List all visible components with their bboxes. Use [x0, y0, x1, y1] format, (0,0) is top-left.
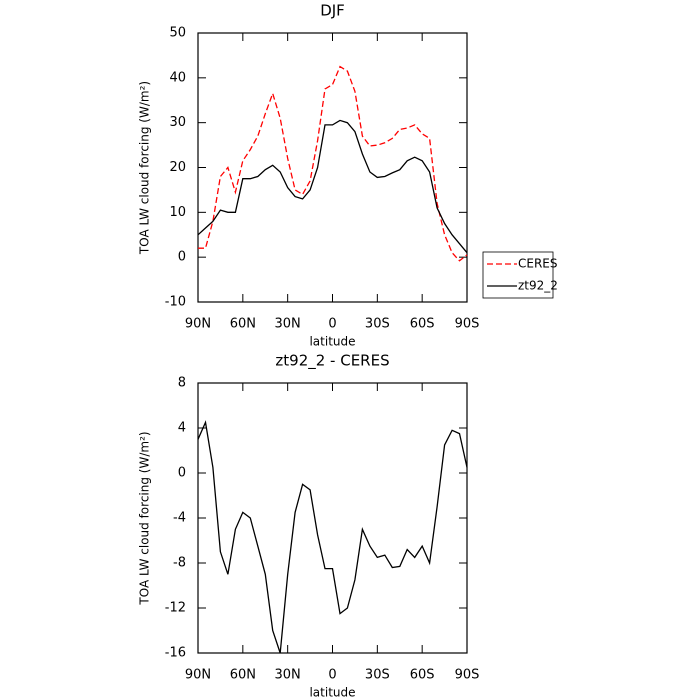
x-tick-label: 0 — [328, 317, 336, 332]
legend-label: zt92_2 — [518, 279, 558, 293]
x-tick-label: 30N — [275, 668, 301, 683]
y-tick-label: 20 — [169, 160, 186, 175]
y-tick-label: 8 — [178, 376, 186, 391]
data-line — [198, 65, 468, 262]
x-tick-label: 90S — [455, 317, 480, 332]
x-tick-label: 30S — [365, 317, 390, 332]
plot-frame — [197, 382, 468, 654]
x-tick-label: 60N — [230, 668, 256, 683]
x-tick-label: 60S — [410, 317, 435, 332]
legend-label: CERES — [518, 257, 558, 271]
y-axis-label: TOA LW cloud forcing (W/m²) — [138, 431, 152, 605]
chart-title: DJF — [320, 2, 345, 20]
x-tick-label: 90S — [455, 668, 480, 683]
y-tick-label: -12 — [165, 601, 186, 616]
y-tick-label: 4 — [178, 421, 186, 436]
x-tick-label: 60N — [230, 317, 256, 332]
y-tick-label: 10 — [169, 205, 186, 220]
y-tick-label: 0 — [178, 466, 186, 481]
y-tick-label: 40 — [169, 70, 186, 85]
y-tick-label: 0 — [178, 250, 186, 265]
y-tick-label: -4 — [173, 511, 186, 526]
x-axis-label: latitude — [309, 686, 355, 700]
legend-box — [482, 251, 554, 299]
y-tick-label: -10 — [165, 295, 186, 310]
data-line — [197, 119, 468, 254]
x-tick-label: 90N — [185, 668, 211, 683]
x-axis-label: latitude — [309, 335, 355, 349]
x-tick-label: 90N — [185, 317, 211, 332]
chart-title: zt92_2 - CERES — [275, 352, 389, 371]
data-line — [197, 420, 468, 654]
y-axis-label: TOA LW cloud forcing (W/m²) — [138, 81, 152, 255]
x-tick-label: 60S — [410, 668, 435, 683]
x-tick-label: 30N — [275, 317, 301, 332]
x-tick-label: 30S — [365, 668, 390, 683]
x-tick-label: 0 — [328, 668, 336, 683]
y-tick-label: 50 — [169, 26, 186, 41]
y-tick-label: -8 — [173, 556, 186, 571]
y-tick-label: -16 — [165, 646, 186, 661]
y-tick-label: 30 — [169, 115, 186, 130]
